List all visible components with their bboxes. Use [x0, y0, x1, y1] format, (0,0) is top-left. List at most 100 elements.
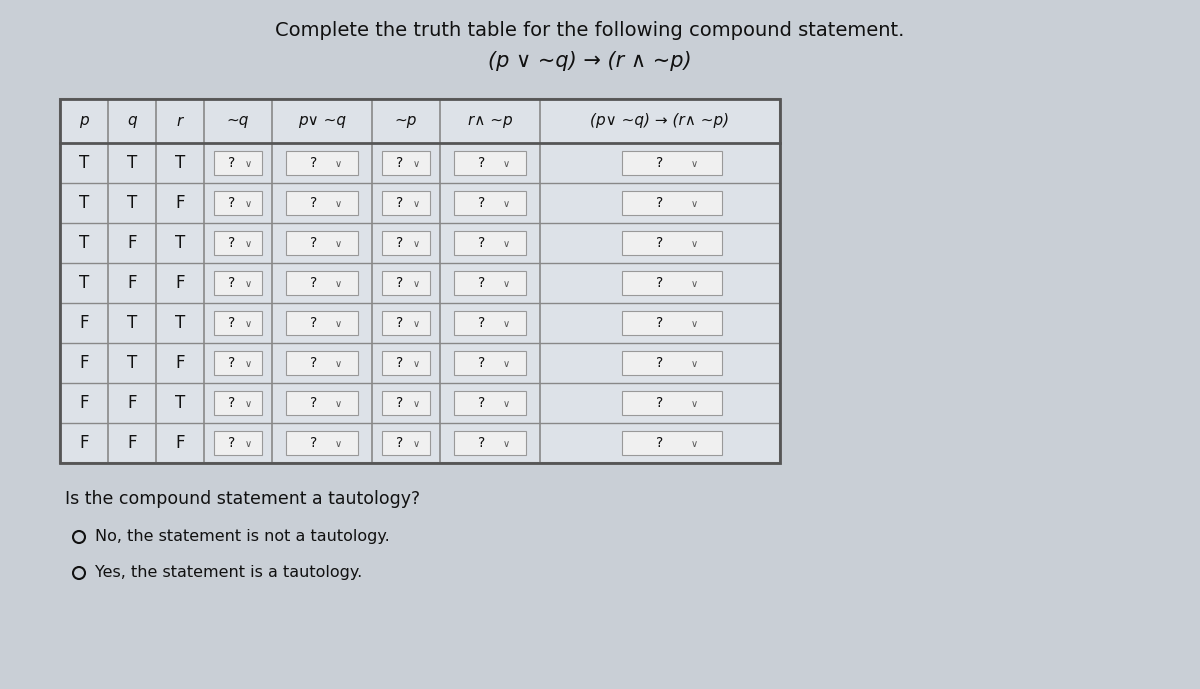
Text: F: F: [127, 394, 137, 412]
Text: ?: ?: [396, 276, 403, 290]
Bar: [214, 311, 263, 335]
Bar: [622, 271, 722, 295]
Bar: [286, 271, 358, 295]
Text: ?: ?: [396, 156, 403, 170]
Text: ∨: ∨: [413, 439, 420, 449]
Bar: [382, 351, 431, 375]
Bar: [454, 151, 526, 175]
Text: ∨: ∨: [245, 159, 252, 169]
Text: (p ∨ ∼q) → (r ∧ ∼p): (p ∨ ∼q) → (r ∧ ∼p): [488, 51, 692, 71]
Text: F: F: [127, 274, 137, 292]
Bar: [286, 311, 358, 335]
Bar: [60, 99, 780, 463]
Text: r: r: [176, 114, 184, 129]
Text: T: T: [175, 394, 185, 412]
Text: ∨: ∨: [413, 239, 420, 249]
Bar: [382, 271, 431, 295]
Text: ?: ?: [656, 436, 664, 450]
Bar: [214, 231, 263, 255]
Text: r∧ ∼p: r∧ ∼p: [468, 114, 512, 129]
Text: ∨: ∨: [245, 239, 252, 249]
Text: ∨: ∨: [413, 159, 420, 169]
Text: F: F: [175, 354, 185, 372]
Text: ∨: ∨: [245, 319, 252, 329]
Text: ?: ?: [396, 316, 403, 330]
Text: ∨: ∨: [245, 439, 252, 449]
Bar: [214, 351, 263, 375]
Text: ∨: ∨: [413, 359, 420, 369]
Bar: [454, 431, 526, 455]
Bar: [214, 391, 263, 415]
Text: ∨: ∨: [335, 239, 342, 249]
Text: T: T: [127, 194, 137, 212]
Bar: [454, 391, 526, 415]
Text: ∨: ∨: [335, 439, 342, 449]
Bar: [286, 231, 358, 255]
Bar: [622, 391, 722, 415]
Text: F: F: [127, 434, 137, 452]
Text: ?: ?: [228, 356, 235, 370]
Text: ?: ?: [656, 356, 664, 370]
Text: q: q: [127, 114, 137, 129]
Text: ?: ?: [396, 236, 403, 250]
Text: (p∨ ∼q) → (r∧ ∼p): (p∨ ∼q) → (r∧ ∼p): [590, 114, 730, 129]
Text: ∨: ∨: [335, 199, 342, 209]
Text: T: T: [79, 154, 89, 172]
Bar: [214, 151, 263, 175]
Bar: [622, 351, 722, 375]
Text: ?: ?: [396, 396, 403, 410]
Text: ?: ?: [310, 436, 317, 450]
Text: ∨: ∨: [503, 319, 510, 329]
Text: ?: ?: [478, 316, 485, 330]
Text: ?: ?: [656, 316, 664, 330]
Text: ?: ?: [396, 196, 403, 210]
Text: ?: ?: [478, 156, 485, 170]
Bar: [454, 351, 526, 375]
Text: Complete the truth table for the following compound statement.: Complete the truth table for the followi…: [275, 21, 905, 41]
Text: ∼q: ∼q: [227, 114, 250, 129]
Text: ∨: ∨: [691, 159, 697, 169]
Text: ∨: ∨: [691, 359, 697, 369]
Text: ∨: ∨: [245, 199, 252, 209]
Text: ?: ?: [656, 396, 664, 410]
Text: F: F: [175, 274, 185, 292]
Text: ∨: ∨: [503, 279, 510, 289]
Text: ∨: ∨: [335, 359, 342, 369]
Text: ∨: ∨: [503, 439, 510, 449]
Text: ?: ?: [310, 356, 317, 370]
Bar: [454, 191, 526, 215]
Text: ?: ?: [478, 356, 485, 370]
Text: ∨: ∨: [503, 399, 510, 409]
Text: ∨: ∨: [691, 439, 697, 449]
Text: p: p: [79, 114, 89, 129]
Text: F: F: [175, 194, 185, 212]
Text: Is the compound statement a tautology?: Is the compound statement a tautology?: [65, 490, 420, 508]
Text: F: F: [79, 354, 89, 372]
Text: ?: ?: [478, 396, 485, 410]
Text: No, the statement is not a tautology.: No, the statement is not a tautology.: [95, 530, 390, 544]
Text: F: F: [79, 394, 89, 412]
Text: ∨: ∨: [503, 359, 510, 369]
Text: ?: ?: [478, 436, 485, 450]
Text: ?: ?: [396, 436, 403, 450]
Text: ∨: ∨: [413, 319, 420, 329]
Bar: [286, 191, 358, 215]
Bar: [622, 151, 722, 175]
Text: ∨: ∨: [503, 199, 510, 209]
Text: ∨: ∨: [335, 279, 342, 289]
Text: ?: ?: [310, 396, 317, 410]
Bar: [382, 391, 431, 415]
Text: ∨: ∨: [413, 399, 420, 409]
Text: ?: ?: [396, 356, 403, 370]
Text: T: T: [127, 354, 137, 372]
Bar: [622, 231, 722, 255]
Text: Yes, the statement is a tautology.: Yes, the statement is a tautology.: [95, 566, 362, 581]
Bar: [60, 99, 780, 463]
Bar: [622, 431, 722, 455]
Text: ?: ?: [656, 156, 664, 170]
Text: ∨: ∨: [691, 279, 697, 289]
Text: T: T: [175, 314, 185, 332]
Text: ?: ?: [478, 196, 485, 210]
Text: ?: ?: [228, 156, 235, 170]
Text: ∨: ∨: [335, 399, 342, 409]
